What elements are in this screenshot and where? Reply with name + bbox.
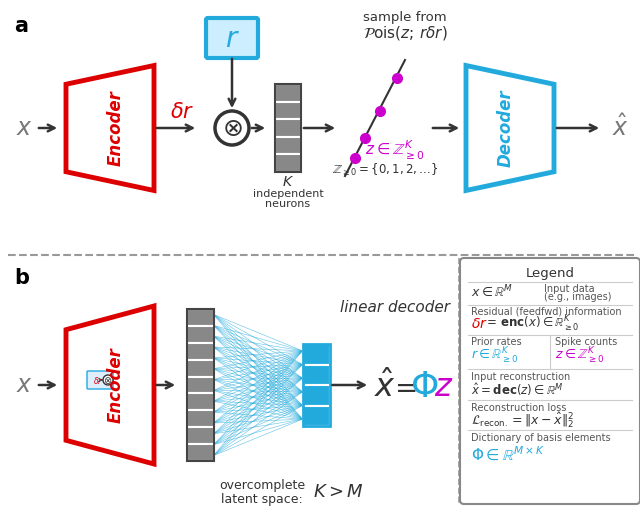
Text: overcomplete: overcomplete [219, 479, 305, 492]
Text: $x$: $x$ [15, 116, 33, 140]
Text: $\hat{x}$: $\hat{x}$ [612, 115, 628, 141]
Text: $\delta r$: $\delta r$ [170, 102, 194, 122]
Polygon shape [466, 66, 554, 190]
Text: Dictionary of basis elements: Dictionary of basis elements [471, 433, 611, 443]
FancyBboxPatch shape [206, 18, 258, 58]
Text: latent space:: latent space: [221, 492, 303, 505]
Text: $\delta r$: $\delta r$ [471, 317, 488, 331]
Bar [186, 376, 214, 393]
Text: linear decoder: linear decoder [340, 300, 450, 314]
Text: $\mathcal{P}\mathrm{ois}(z;\,r\delta r)$: $\mathcal{P}\mathrm{ois}(z;\,r\delta r)$ [363, 24, 447, 42]
Text: $=\,\mathbf{enc}(x) \in \mathbb{R}_{\geq 0}^K$: $=\,\mathbf{enc}(x) \in \mathbb{R}_{\geq… [484, 314, 579, 334]
Bar [275, 154, 301, 172]
Text: Legend: Legend [525, 267, 575, 279]
Bar [186, 326, 214, 343]
Circle shape [103, 375, 113, 385]
Text: $\mathbb{Z}_{\geq 0} = \{0, 1, 2,\ldots\}$: $\mathbb{Z}_{\geq 0} = \{0, 1, 2,\ldots\… [332, 162, 438, 178]
Bar [303, 365, 330, 385]
Bar [275, 84, 301, 102]
Text: $z \in \mathbb{Z}_{\geq 0}^K$: $z \in \mathbb{Z}_{\geq 0}^K$ [365, 138, 425, 162]
Text: b: b [14, 268, 29, 288]
FancyBboxPatch shape [87, 371, 113, 389]
Bar [186, 427, 214, 444]
Text: sample from: sample from [363, 12, 447, 24]
Text: $z$: $z$ [435, 371, 454, 402]
FancyBboxPatch shape [460, 258, 640, 504]
Bar [275, 84, 301, 172]
Text: Spike counts: Spike counts [555, 337, 617, 347]
Text: $\Phi$: $\Phi$ [410, 370, 438, 404]
Text: $=$: $=$ [389, 373, 417, 401]
Bar [275, 102, 301, 119]
Text: Decoder: Decoder [497, 89, 515, 167]
Bar [186, 444, 214, 461]
Text: $K > M$: $K > M$ [312, 483, 364, 501]
Text: $\Phi \in \mathbb{R}^{M \times K}$: $\Phi \in \mathbb{R}^{M \times K}$ [471, 445, 545, 463]
Polygon shape [66, 306, 154, 464]
Polygon shape [66, 66, 154, 190]
Bar [186, 343, 214, 360]
Text: $x \in \mathbb{R}^M$: $x \in \mathbb{R}^M$ [471, 283, 513, 300]
Text: neurons: neurons [266, 199, 310, 209]
Text: $\otimes$: $\otimes$ [221, 117, 243, 141]
Text: Encoder: Encoder [107, 347, 125, 423]
Text: $\delta r$: $\delta r$ [93, 375, 103, 387]
Text: $r \in \mathbb{R}_{\geq 0}^K$: $r \in \mathbb{R}_{\geq 0}^K$ [471, 346, 518, 366]
Text: $x$: $x$ [15, 373, 33, 397]
Bar [303, 344, 330, 365]
Text: Residual (feedfwd) information: Residual (feedfwd) information [471, 307, 621, 317]
Text: Encoder: Encoder [107, 90, 125, 166]
Text: $\otimes$: $\otimes$ [104, 375, 113, 386]
Bar [275, 119, 301, 137]
Text: $\mathcal{L}_{\mathrm{recon.}} = \|x - \hat{x}\|_2^2$: $\mathcal{L}_{\mathrm{recon.}} = \|x - \… [471, 410, 574, 430]
Text: Input reconstruction: Input reconstruction [471, 372, 570, 382]
Text: a: a [14, 16, 28, 36]
Bar [303, 385, 330, 405]
Circle shape [215, 111, 249, 145]
Text: $r$: $r$ [225, 25, 239, 53]
Bar [186, 360, 214, 376]
Bar [303, 405, 330, 426]
Bar [186, 309, 214, 461]
Bar [186, 393, 214, 410]
Text: Prior rates: Prior rates [471, 337, 522, 347]
Bar [186, 309, 214, 326]
Text: independent: independent [253, 189, 323, 199]
Text: Input data: Input data [544, 284, 595, 294]
Text: (e.g., images): (e.g., images) [544, 292, 611, 302]
Bar [186, 410, 214, 427]
Text: $\hat{x}$: $\hat{x}$ [374, 370, 396, 404]
Text: $z \in \mathbb{Z}_{\geq 0}^K$: $z \in \mathbb{Z}_{\geq 0}^K$ [555, 346, 605, 366]
Text: $\hat{x} = \mathbf{dec}(z) \in \mathbb{R}^M$: $\hat{x} = \mathbf{dec}(z) \in \mathbb{R… [471, 382, 564, 398]
Text: Reconstruction loss: Reconstruction loss [471, 403, 566, 413]
Bar [303, 344, 330, 426]
Text: $K$: $K$ [282, 175, 294, 189]
Bar [275, 137, 301, 154]
